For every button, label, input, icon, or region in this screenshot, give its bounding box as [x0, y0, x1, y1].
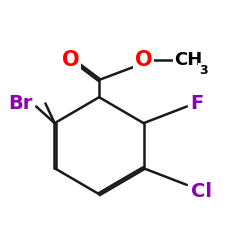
Text: Cl: Cl	[190, 182, 212, 201]
Text: O: O	[135, 50, 152, 70]
Text: CH: CH	[174, 51, 203, 69]
Text: F: F	[190, 94, 204, 113]
Text: Br: Br	[8, 94, 32, 113]
Text: O: O	[62, 50, 80, 70]
Text: 3: 3	[199, 64, 208, 77]
